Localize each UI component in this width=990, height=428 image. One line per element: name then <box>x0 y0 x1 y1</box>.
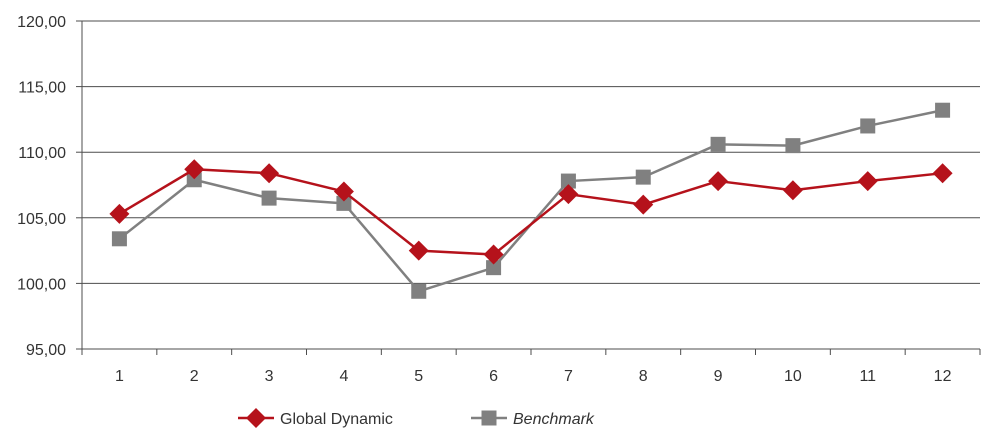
data-point <box>411 283 427 299</box>
x-tick-label: 7 <box>564 368 573 385</box>
data-point <box>935 102 951 118</box>
data-point <box>558 184 579 205</box>
legend-label: Benchmark <box>513 411 595 428</box>
data-point <box>560 173 576 189</box>
x-tick-label: 2 <box>190 368 199 385</box>
data-point <box>633 194 654 215</box>
x-tick-label: 6 <box>489 368 498 385</box>
legend-item: Benchmark <box>471 410 595 428</box>
y-tick-label: 115,00 <box>18 80 66 97</box>
data-point <box>111 231 127 247</box>
y-tick-label: 120,00 <box>17 14 66 31</box>
x-tick-label: 5 <box>414 368 423 385</box>
data-point <box>333 181 354 202</box>
series-global-dynamic <box>109 159 953 265</box>
x-tick-label: 8 <box>639 368 648 385</box>
y-tick-label: 105,00 <box>17 211 66 228</box>
x-tick-label: 12 <box>934 368 952 385</box>
series-line <box>118 108 943 293</box>
legend-marker <box>481 410 497 426</box>
y-tick-label: 100,00 <box>17 276 66 293</box>
series-benchmark <box>111 102 951 299</box>
data-point <box>782 180 803 201</box>
data-point <box>860 118 876 134</box>
data-point <box>483 244 504 265</box>
x-tick-label: 3 <box>265 368 274 385</box>
data-point <box>486 260 502 276</box>
legend-marker <box>246 408 266 428</box>
data-point <box>635 169 651 185</box>
data-point <box>408 240 429 261</box>
data-point <box>259 163 280 184</box>
legend-label: Global Dynamic <box>280 411 393 428</box>
data-point <box>186 172 202 188</box>
x-tick-label: 1 <box>115 368 124 385</box>
x-tick-label: 9 <box>714 368 723 385</box>
x-tick-label: 11 <box>859 368 876 385</box>
data-point <box>708 171 729 192</box>
data-point <box>932 163 953 184</box>
data-point <box>336 195 352 211</box>
gridlines <box>82 20 980 284</box>
data-point <box>857 171 878 192</box>
legend: Global Dynamic Benchmark <box>238 408 595 428</box>
x-tick-label: 4 <box>339 368 348 385</box>
data-point <box>785 138 801 154</box>
y-tick-label: 110,00 <box>18 145 66 162</box>
x-tick-label: 10 <box>784 368 802 385</box>
data-series <box>109 102 953 299</box>
series-line <box>118 168 943 256</box>
data-point <box>261 190 277 206</box>
data-point <box>109 203 130 224</box>
y-tick-label: 95,00 <box>26 342 66 359</box>
data-point <box>710 136 726 152</box>
data-point <box>184 159 205 180</box>
legend-item: Global Dynamic <box>238 408 393 428</box>
